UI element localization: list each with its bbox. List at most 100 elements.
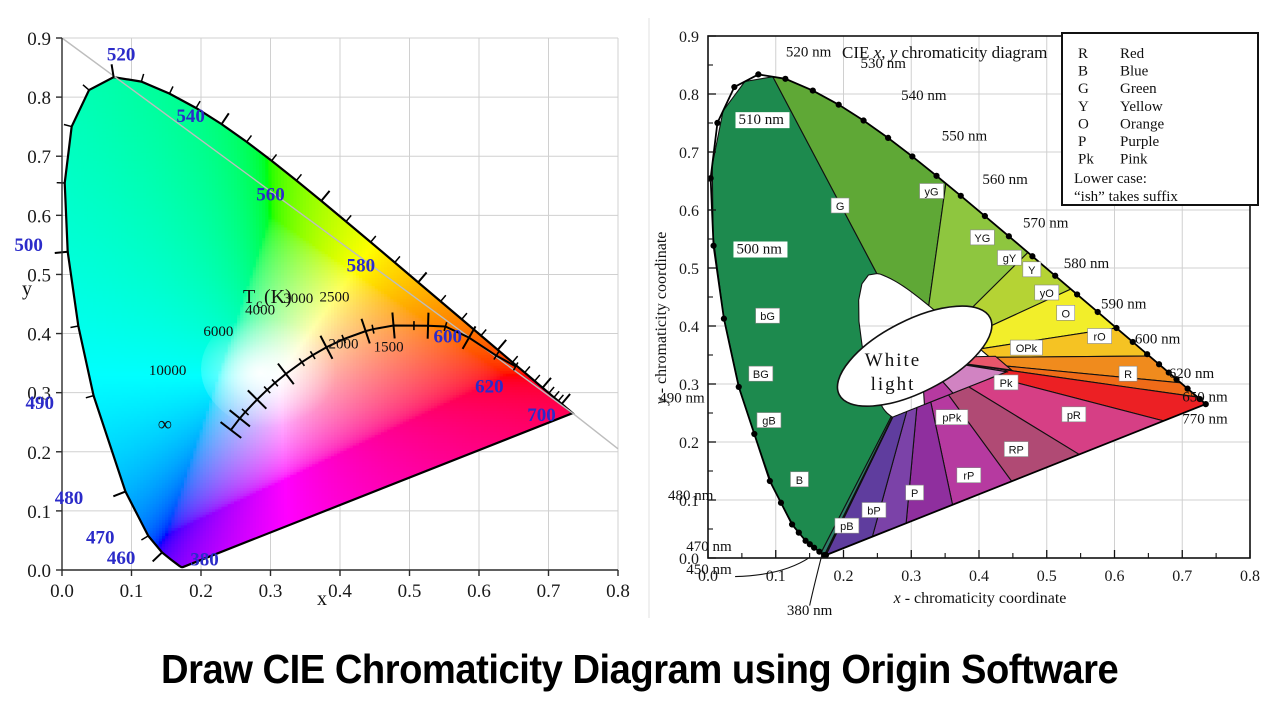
gamut-pixel	[137, 484, 141, 489]
gamut-pixel	[90, 261, 94, 265]
gamut-pixel	[121, 70, 125, 73]
gamut-pixel	[130, 256, 135, 260]
gamut-pixel	[93, 415, 97, 419]
gamut-pixel	[127, 269, 132, 273]
gamut-pixel	[133, 152, 138, 156]
gamut-pixel	[112, 77, 116, 82]
gamut-pixel	[105, 341, 110, 345]
gamut-pixel	[102, 333, 107, 337]
gamut-pixel	[68, 434, 72, 438]
gamut-pixel	[118, 431, 123, 435]
gamut-pixel	[77, 452, 82, 457]
gamut-pixel	[133, 221, 138, 225]
gamut-pixel	[71, 511, 76, 515]
gamut-pixel	[74, 434, 79, 438]
gamut-pixel	[68, 530, 72, 534]
gamut-pixel	[99, 298, 104, 302]
gamut-pixel	[96, 141, 101, 145]
gamut-pixel	[105, 482, 110, 486]
gamut-pixel	[133, 399, 138, 404]
gamut-pixel	[74, 189, 79, 193]
gamut-pixel	[87, 202, 91, 207]
gamut-pixel	[121, 184, 126, 188]
gamut-pixel	[112, 351, 116, 356]
gamut-pixel	[130, 431, 135, 435]
gamut-pixel	[75, 59, 79, 62]
gamut-pixel	[80, 200, 85, 204]
gamut-pixel	[78, 62, 82, 65]
gamut-pixel	[68, 444, 72, 449]
gamut-pixel	[74, 386, 79, 390]
gamut-pixel	[78, 73, 82, 76]
gamut-pixel	[90, 304, 94, 308]
gamut-pixel	[118, 455, 123, 459]
gamut-pixel	[108, 133, 113, 138]
gamut-pixel	[83, 184, 88, 188]
gamut-pixel	[68, 471, 72, 475]
gamut-pixel	[83, 503, 88, 507]
gamut-pixel	[130, 365, 135, 369]
gamut-pixel	[87, 264, 91, 268]
gamut-pixel	[83, 325, 88, 329]
gamut-pixel	[112, 210, 116, 215]
gamut-pixel	[77, 306, 82, 310]
gamut-pixel	[77, 240, 82, 244]
gamut-pixel	[71, 112, 76, 116]
gamut-pixel	[83, 131, 88, 135]
gamut-pixel	[99, 354, 104, 358]
gamut-pixel	[133, 540, 138, 544]
gamut-pixel	[121, 452, 126, 457]
gamut-pixel	[74, 426, 79, 430]
gamut-pixel	[137, 479, 141, 483]
gamut-pixel	[87, 258, 91, 263]
gamut-pixel	[137, 434, 141, 438]
gamut-pixel	[68, 80, 72, 84]
gamut-pixel	[102, 317, 107, 321]
gamut-pixel	[71, 157, 76, 161]
gamut-pixel	[115, 479, 119, 483]
gamut-pixel	[77, 559, 82, 563]
gamut-pixel	[65, 341, 69, 345]
gamut-pixel	[127, 192, 132, 196]
gamut-pixel	[130, 306, 135, 310]
gamut-pixel	[74, 83, 79, 87]
gamut-pixel	[77, 359, 82, 364]
gamut-pixel	[68, 200, 72, 204]
gamut-pixel	[99, 389, 104, 393]
gamut-pixel	[77, 80, 82, 84]
gamut-pixel	[121, 208, 126, 212]
gamut-pixel	[108, 184, 113, 188]
gamut-pixel	[108, 426, 113, 430]
gamut-pixel	[133, 83, 138, 87]
gamut-pixel	[121, 205, 126, 209]
gamut-pixel	[130, 476, 135, 481]
gamut-pixel	[83, 104, 88, 108]
gamut-pixel	[108, 160, 113, 164]
gamut-pixel	[133, 455, 138, 459]
gamut-pixel	[99, 471, 104, 475]
gamut-pixel	[118, 109, 123, 114]
gamut-pixel	[93, 484, 97, 489]
gamut-pixel	[90, 522, 94, 526]
gamut-pixel	[96, 245, 101, 249]
gamut-pixel	[127, 250, 132, 255]
gamut-pixel	[105, 381, 110, 385]
gamut-pixel	[102, 160, 107, 164]
gamut-pixel	[115, 450, 119, 454]
gamut-pixel	[108, 293, 113, 297]
gamut-pixel	[87, 282, 91, 286]
gamut-pixel	[65, 426, 69, 430]
gamut-pixel	[96, 218, 101, 223]
gamut-pixel	[80, 216, 85, 220]
gamut-pixel	[87, 466, 91, 470]
gamut-pixel	[77, 514, 82, 518]
gamut-pixel	[127, 319, 132, 324]
gamut-pixel	[137, 77, 141, 79]
gamut-pixel	[127, 402, 132, 406]
gamut-pixel	[127, 282, 132, 286]
gamut-pixel	[133, 258, 138, 263]
gamut-pixel	[121, 370, 126, 374]
gamut-pixel	[71, 311, 76, 316]
gamut-pixel	[118, 532, 123, 537]
gamut-pixel	[99, 413, 104, 417]
